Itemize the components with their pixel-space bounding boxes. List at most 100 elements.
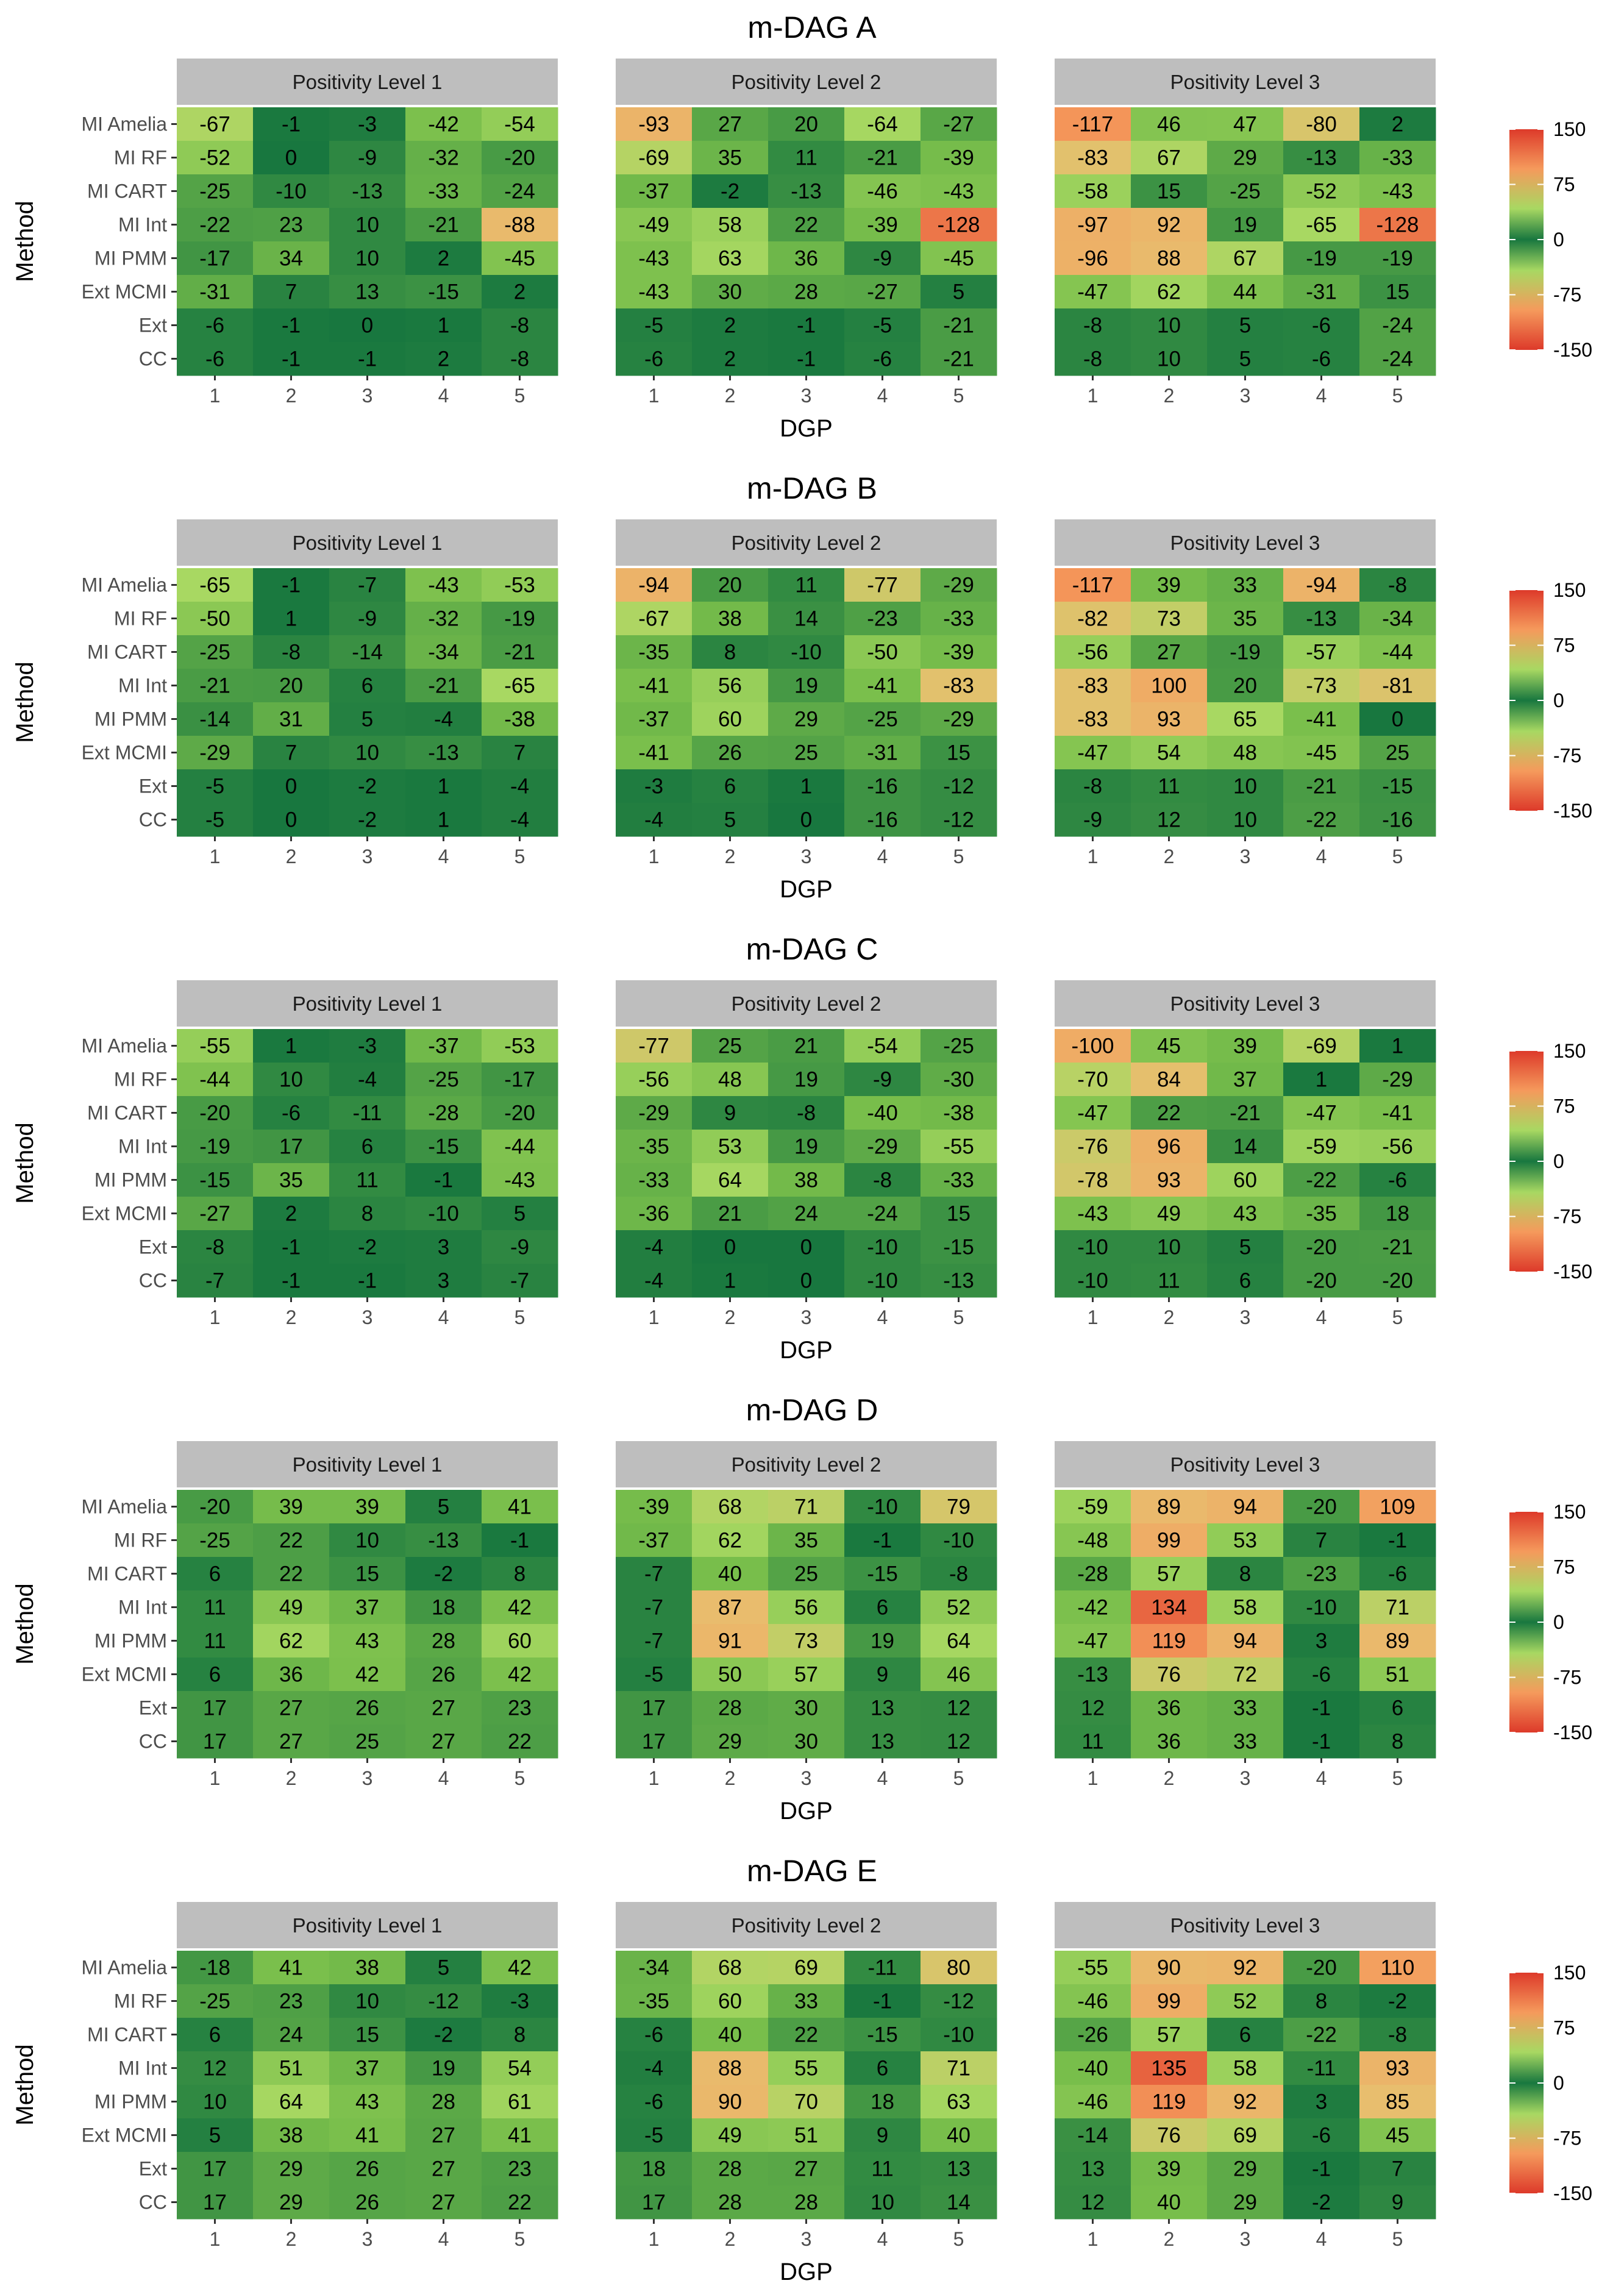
heatmap-cell [329,1691,406,1725]
heatmap-cell [692,1096,769,1130]
heatmap-cell [921,1197,997,1231]
heatmap-cell [253,1230,330,1264]
heatmap-cell [1131,803,1208,837]
heatmap-cell [405,1523,482,1558]
x-tick-label: 2 [286,1306,297,1328]
heatmap-cell [616,275,693,309]
panel-3: Positivity Level 3-55 90 92 -20 110-46 99 52 8-… [1055,1902,1436,2250]
heatmap-cell [482,107,558,141]
heatmap-cell [177,2185,254,2220]
cell-label: 10 [355,1990,379,2014]
cell-label: -50 [199,607,230,631]
cell-label: -3 [644,775,663,799]
heatmap-cell [844,1130,921,1164]
cell-label: -56 [1382,1135,1413,1159]
cell-label: -88 [504,213,535,237]
heatmap-cell [692,669,769,703]
cell-label: -8 [1388,574,1407,597]
cell-label: -13 [428,1529,459,1553]
heatmap-cell [768,2185,845,2220]
cell-label: -55 [1077,1956,1108,1980]
cell-label: 31 [279,708,303,732]
heatmap-cell [1131,2085,1208,2119]
heatmap-cell [177,2118,254,2152]
heatmap-cell [1283,635,1360,669]
heatmap-cell [177,275,254,309]
heatmap-cell [405,308,482,343]
cell-label: 56 [718,674,742,698]
heatmap-cell [482,208,558,242]
cell-label: 8 [514,2023,525,2047]
heatmap-cell [177,1523,254,1558]
heatmap-cell [768,803,845,837]
cell-label: -44 [1382,641,1413,664]
x-tick-label: 3 [1240,2228,1251,2250]
x-tick-label: 5 [515,2228,525,2250]
heatmap-cell [1131,1264,1208,1298]
cell-label: -41 [638,674,669,698]
facet-strip-label: Positivity Level 3 [1170,532,1320,554]
facet-strip-label: Positivity Level 1 [293,71,443,93]
cell-label: -13 [352,180,383,204]
cell-label: 57 [794,1663,818,1687]
heatmap-cell [1207,174,1284,208]
cell-label: 17 [203,2191,227,2215]
x-tick-label: 2 [1164,1767,1175,1789]
x-tick-label: 5 [515,385,525,407]
heatmap-cell [482,141,558,175]
heatmap-cell [329,669,406,703]
heatmap-cell [692,275,769,309]
cell-label: 29 [279,2191,303,2215]
cell-label: -46 [1077,2090,1108,2114]
cell-label: -8 [510,314,529,338]
heatmap-cell [768,702,845,736]
facet-strip-label: Positivity Level 2 [732,532,881,554]
x-tick-label: 1 [649,1767,660,1789]
heatmap-cell [768,1557,845,1591]
heatmap-cell [768,669,845,703]
heatmap-cell [1055,1557,1131,1591]
heatmap-cell [1131,1557,1208,1591]
heatmap-cell [616,1984,693,2018]
cell-label: -12 [943,775,974,799]
cell-label: -45 [943,247,974,271]
heatmap-cell [921,1130,997,1164]
cell-label: -8 [510,347,529,371]
cell-label: 42 [508,1956,532,1980]
cell-label: 0 [1392,708,1403,732]
cell-label: -6 [1312,2124,1331,2148]
heatmap-cell [616,208,693,242]
panel-1: Positivity Level 1-67 -1 -3 -42 -54-52 0 -9 -32… [177,59,558,407]
y-tick-label: Ext [139,1697,167,1719]
x-tick-label: 5 [953,1306,964,1328]
heatmap-cell [329,1197,406,1231]
x-tick-label: 5 [953,2228,964,2250]
heatmap-cell [1359,1523,1436,1558]
cell-label: 43 [355,2090,379,2114]
heatmap-cell [1131,769,1208,803]
cell-label: -9 [873,1068,892,1092]
cell-label: 80 [947,1956,970,1980]
cell-label: -37 [428,1034,459,1058]
cell-label: 58 [1233,2057,1257,2081]
x-tick-label: 3 [801,1306,812,1328]
heatmap-cell [405,1691,482,1725]
heatmap-cell [329,1096,406,1130]
cell-label: 24 [279,2023,303,2047]
heatmap-cell [692,1984,769,2018]
cell-label: 0 [361,314,373,338]
cell-label: 13 [871,1730,894,1754]
cell-label: -83 [943,674,974,698]
heatmap-cell [1283,1523,1360,1558]
cell-label: -20 [1382,1269,1413,1293]
heatmap-cell [405,1725,482,1759]
heatmap-cell [1359,2018,1436,2052]
cell-label: -21 [1382,1236,1413,1259]
panel-3: Positivity Level 3-117 39 33 -94 -8-82 73 35 -1… [1055,519,1436,867]
cell-label: 29 [1233,2157,1257,2181]
cell-label: 2 [1392,113,1403,137]
heatmap-cell [482,1230,558,1264]
cell-label: 22 [279,1529,303,1553]
heatmap-cell [844,769,921,803]
cell-label: -20 [199,1102,230,1125]
